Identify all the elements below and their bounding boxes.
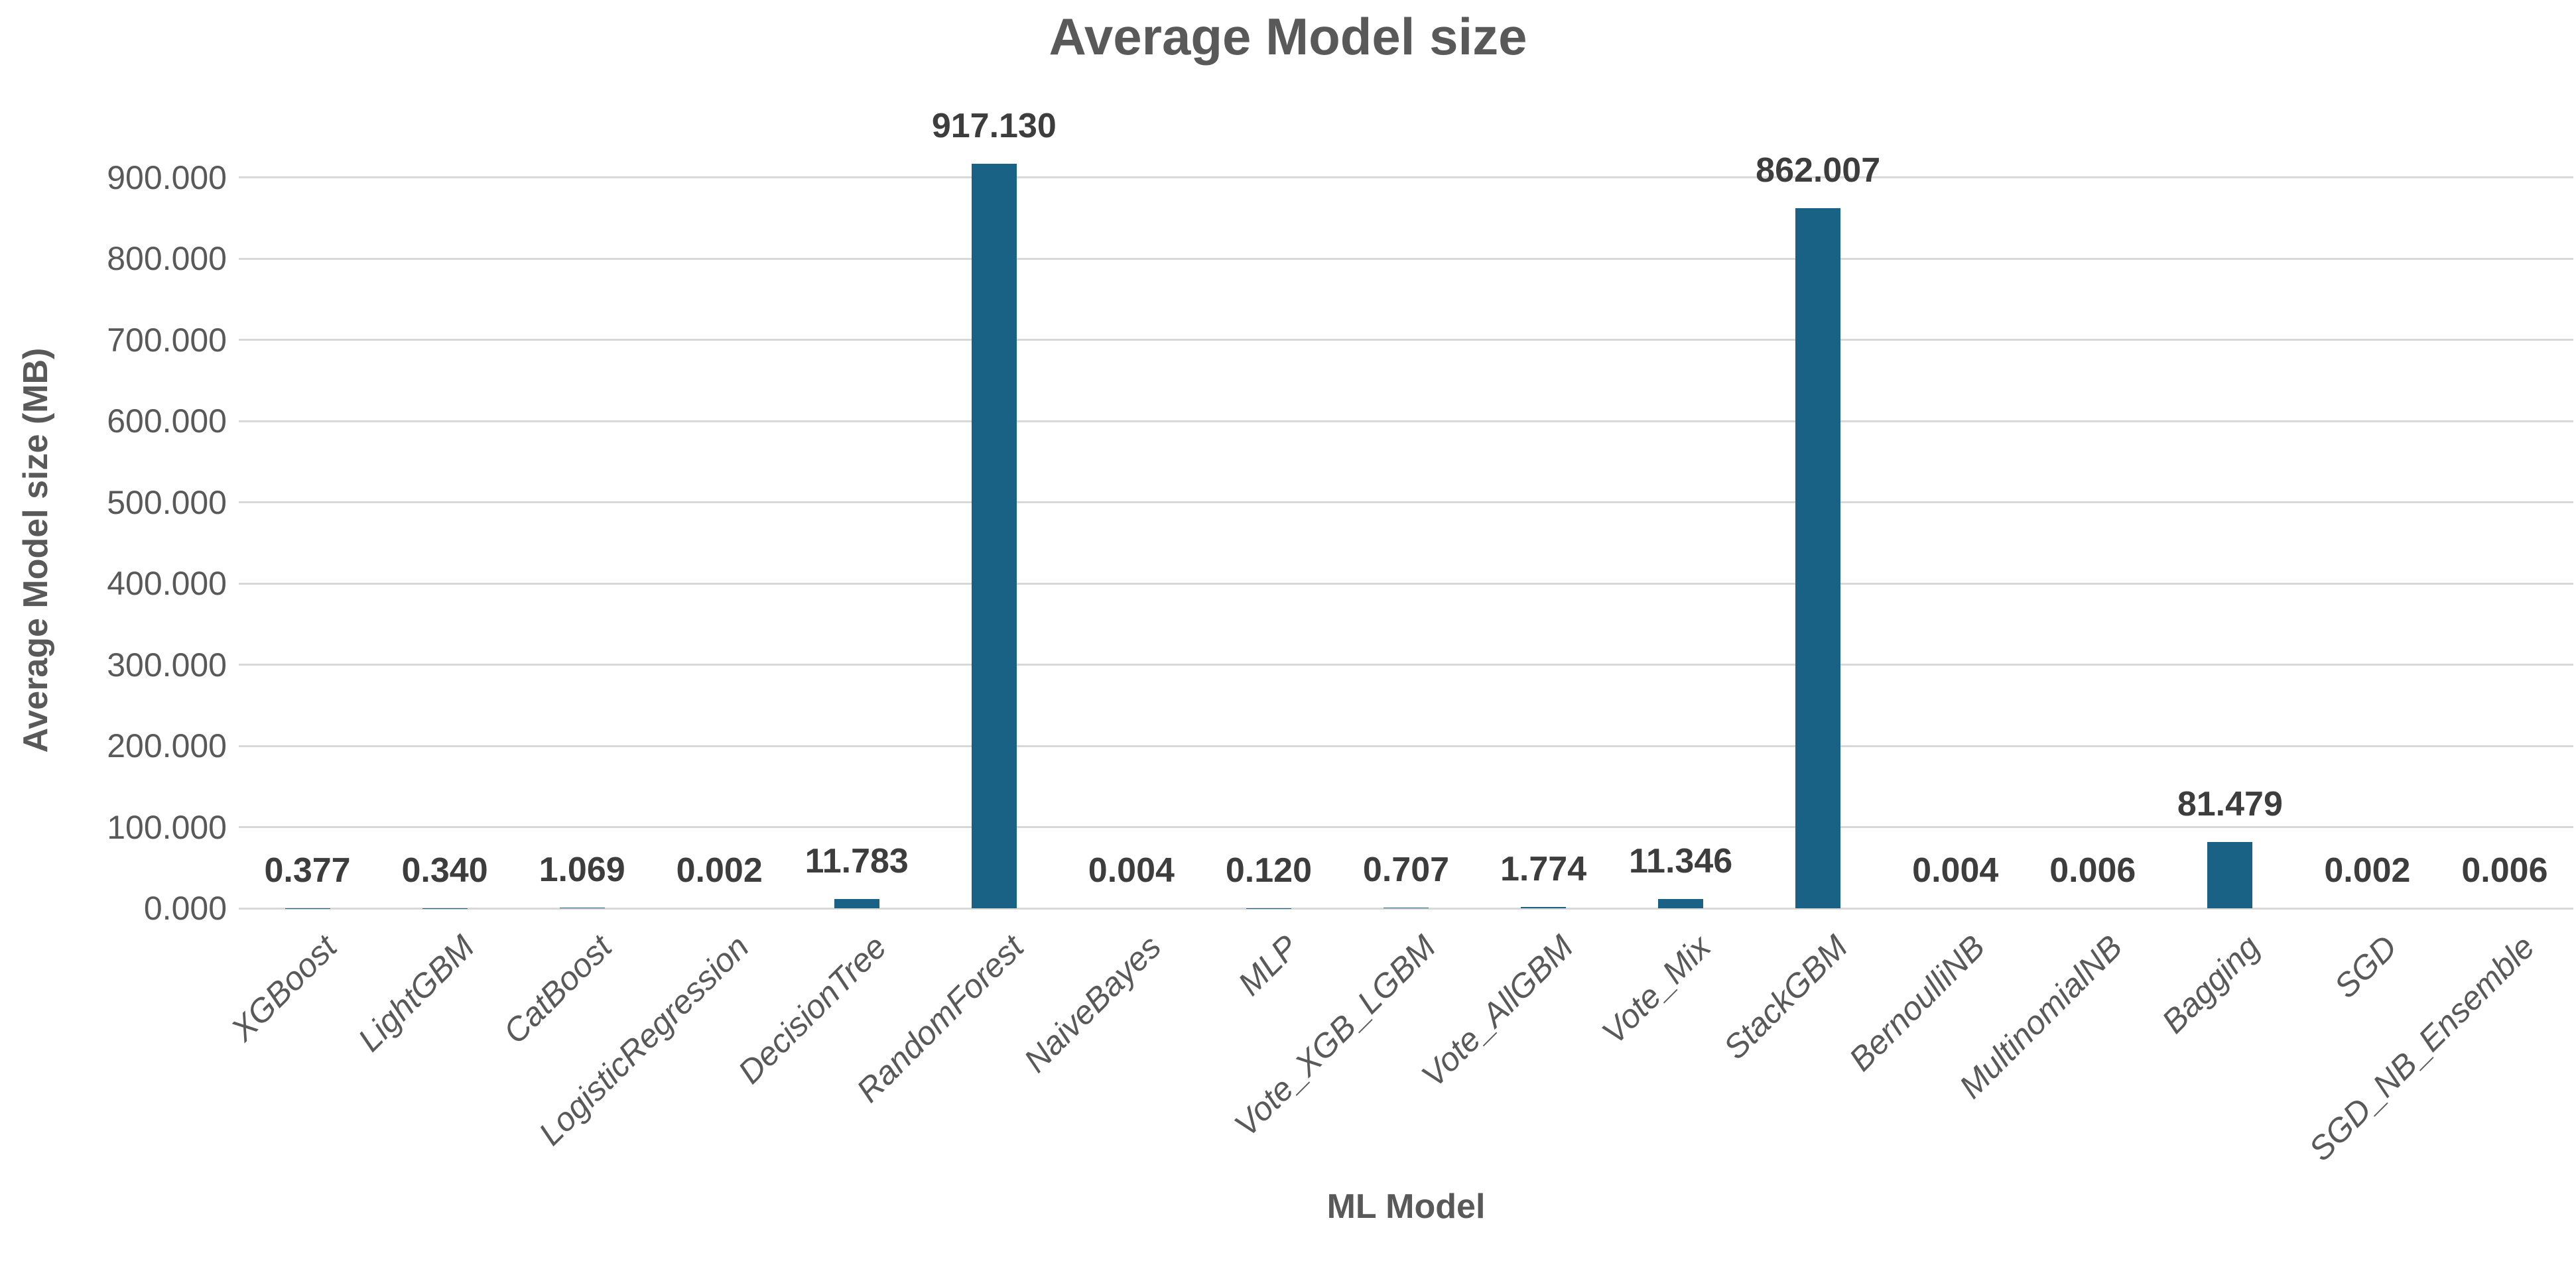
gridline-500.000 [239, 501, 2573, 503]
y-tick-label: 800.000 [107, 240, 227, 277]
gridline-300.000 [239, 664, 2573, 666]
bar-StackGBM [1795, 208, 1841, 908]
bar-value-label: 0.002 [2324, 851, 2411, 890]
bar-DecisionTree [834, 898, 879, 908]
gridline-400.000 [239, 582, 2573, 585]
gridline-0.000 [239, 907, 2573, 910]
gridline-700.000 [239, 339, 2573, 341]
bar-value-label: 0.006 [2461, 851, 2548, 890]
chart-title: Average Model size [1049, 7, 1527, 66]
bar-value-label: 0.002 [676, 851, 763, 890]
x-category-label-LightGBM: LightGBM [351, 928, 482, 1059]
gridline-800.000 [239, 257, 2573, 260]
gridline-900.000 [239, 176, 2573, 178]
x-category-label-CatBoost: CatBoost [496, 928, 619, 1051]
x-category-label-XGBoost: XGBoost [224, 928, 345, 1048]
x-category-label-SGD_NB_Ensemble: SGD_NB_Ensemble [2301, 928, 2542, 1168]
bar-value-label: 0.004 [1088, 851, 1175, 890]
gridline-600.000 [239, 420, 2573, 422]
x-category-label-Vote_Mix: Vote_Mix [1594, 928, 1718, 1051]
y-tick-label: 0.000 [143, 890, 227, 927]
bar-value-label: 81.479 [2177, 785, 2283, 824]
bar-value-label: 0.006 [2049, 851, 2136, 890]
y-tick-label: 100.000 [107, 808, 227, 846]
x-category-label-SGD: SGD [2327, 928, 2404, 1006]
bar-Bagging [2207, 842, 2253, 908]
y-tick-label: 900.000 [107, 158, 227, 196]
x-category-label-NaiveBayes: NaiveBayes [1017, 928, 1169, 1080]
gridline-100.000 [239, 826, 2573, 828]
x-axis-title: ML Model [1326, 1187, 1486, 1226]
bar-Vote_AllGBM [1521, 906, 1567, 908]
bar-RandomForest [971, 163, 1017, 908]
y-tick-label: 500.000 [107, 483, 227, 521]
x-category-label-Bagging: Bagging [2154, 928, 2267, 1041]
bar-value-label: 0.377 [264, 851, 351, 890]
bar-value-label: 0.340 [401, 851, 488, 890]
x-category-label-StackGBM: StackGBM [1716, 928, 1855, 1067]
bar-Vote_Mix [1658, 899, 1704, 908]
x-category-label-MLP: MLP [1231, 928, 1306, 1003]
bar-value-label: 1.774 [1500, 850, 1587, 889]
y-tick-label: 600.000 [107, 402, 227, 440]
bar-value-label: 0.707 [1362, 851, 1450, 890]
bar-value-label: 11.783 [805, 841, 909, 880]
bar-value-label: 11.346 [1629, 842, 1733, 881]
x-category-label-BernoulliNB: BernoulliNB [1842, 928, 1992, 1079]
bar-value-label: 862.007 [1756, 151, 1881, 190]
bar-value-label: 0.120 [1225, 851, 1312, 890]
bar-value-label: 0.004 [1912, 851, 1999, 890]
gridline-200.000 [239, 745, 2573, 747]
y-tick-label: 200.000 [107, 727, 227, 764]
y-tick-label: 300.000 [107, 646, 227, 684]
y-tick-label: 700.000 [107, 321, 227, 359]
bar-value-label: 1.069 [539, 850, 625, 889]
plot-area: 0.377 0.340 1.069 0.002 11.783 917.130 0.004 0.… [239, 107, 2573, 910]
bar-value-label: 917.130 [931, 106, 1057, 145]
y-tick-label: 400.000 [107, 565, 227, 602]
